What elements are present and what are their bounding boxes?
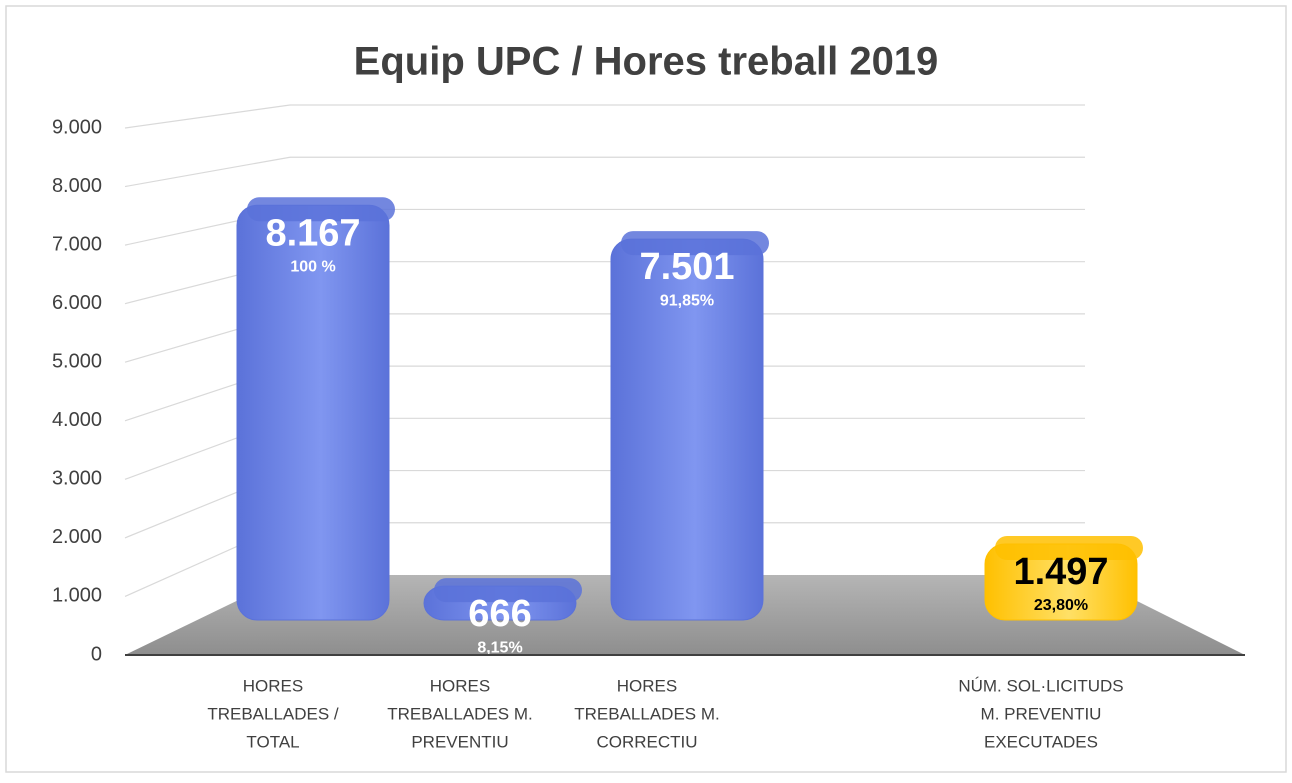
x-tick-label: TOTAL [246,732,299,751]
x-tick-label: HORES [243,676,303,695]
chart-title: Equip UPC / Hores treball 2019 [354,40,939,84]
value-label: 1.497 [1013,551,1108,593]
x-tick-label: EXECUTADES [984,732,1098,751]
x-tick-label: TREBALLADES M. [387,704,533,723]
x-tick-label: TREBALLADES / [207,704,339,723]
value-label: 666 [468,593,531,635]
y-tick-label: 8.000 [52,175,102,197]
y-tick-label: 5.000 [52,351,102,373]
x-tick-label: HORES [617,676,677,695]
value-label: 8.167 [265,212,360,254]
y-tick-label: 6.000 [52,292,102,314]
percent-label: 23,80% [1034,597,1088,614]
y-tick-label: 2.000 [52,526,102,548]
bar-top [434,578,582,603]
grid-line [124,156,291,188]
percent-label: 8,15% [477,639,522,656]
bar-top [247,197,395,222]
percent-label: 100 % [290,259,335,276]
x-tick-label: CORRECTIU [596,732,697,751]
x-tick-label: TREBALLADES M. [574,704,720,723]
y-tick-label: 7.000 [52,233,102,255]
x-tick-label: PREVENTIU [411,732,508,751]
value-label: 7.501 [639,246,734,288]
bars: 8.167 100 % 666 8,15% 7.501 91,85% 1.497 23,80% [236,197,1143,656]
grid-line [124,104,291,129]
percent-label: 91,85% [660,292,714,309]
bar-top [621,231,769,256]
y-tick-label: 4.000 [52,409,102,431]
y-tick-label: 3.000 [52,468,102,490]
y-tick-label: 9.000 [52,116,102,138]
bar-top [995,535,1143,560]
y-tick-label: 1.000 [52,585,102,607]
x-tick-label: NÚM. SOL·LICITUDS [958,676,1123,695]
y-tick-label: 0 [91,643,102,665]
x-tick-label: M. PREVENTIU [981,704,1102,723]
x-tick-label: HORES [430,676,490,695]
